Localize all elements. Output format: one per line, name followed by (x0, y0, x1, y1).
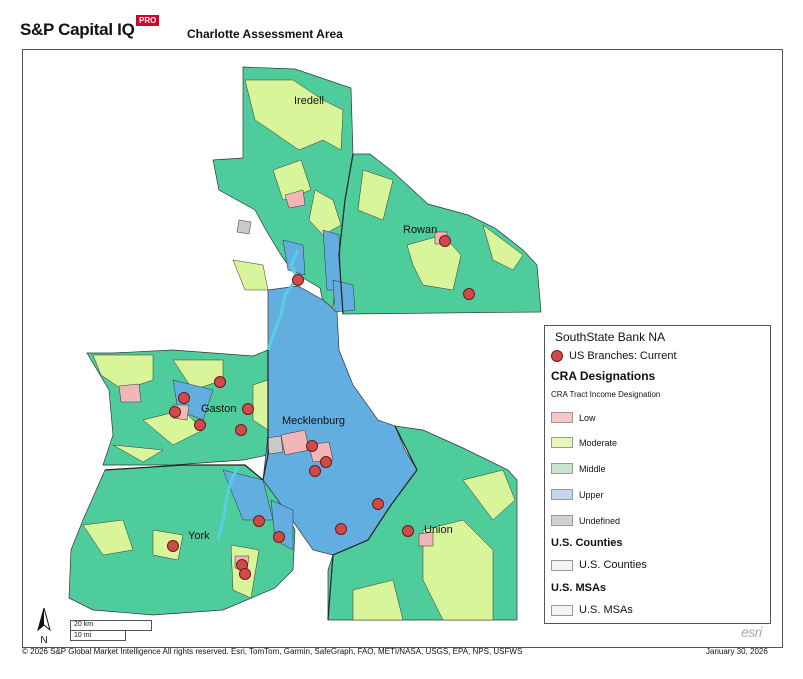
counties-label: U.S. Counties (579, 559, 647, 571)
north-label: N (40, 635, 48, 646)
legend-branches-label: US Branches: Current (569, 350, 677, 362)
moderate-swatch (551, 437, 573, 448)
middle-label: Middle (579, 463, 606, 474)
legend-branches-row: US Branches: Current (551, 350, 677, 362)
upper-swatch (551, 489, 573, 500)
branch-marker-icon (551, 350, 563, 362)
legend-class-low: Low (551, 412, 596, 423)
branch-markers[interactable] (167, 235, 475, 580)
undefined-swatch (551, 515, 573, 526)
map-title: Charlotte Assessment Area (187, 27, 343, 41)
legend-cra-subheading: CRA Tract Income Designation (551, 390, 661, 399)
legend-class-middle: Middle (551, 463, 606, 474)
legend-msas-row: U.S. MSAs (551, 604, 633, 616)
moderate-tracts (82, 79, 524, 621)
scale-bar: 20 km 10 mi (70, 620, 152, 642)
footer-copyright: © 2026 S&P Global Market Intelligence Al… (22, 647, 523, 656)
county-label-mecklenburg: Mecklenburg (282, 415, 345, 427)
msas-swatch (551, 604, 573, 616)
msas-label: U.S. MSAs (579, 604, 633, 616)
undefined-label: Undefined (579, 515, 621, 526)
scale-mi: 10 mi (74, 632, 92, 639)
low-swatch (551, 412, 573, 423)
county-boundaries (104, 153, 418, 621)
footer-date: January 30, 2026 (706, 647, 768, 656)
pro-badge: PRO (136, 15, 160, 26)
legend-class-moderate: Moderate (551, 437, 617, 448)
map-legend: SouthState Bank NA US Branches: Current … (544, 325, 771, 624)
scale-km: 20 km (74, 621, 94, 628)
county-label-union: Union (424, 524, 453, 536)
map-svg[interactable] (23, 50, 782, 647)
legend-counties-row: U.S. Counties (551, 559, 647, 571)
legend-class-undefined: Undefined (551, 515, 620, 526)
legend-msas-heading: U.S. MSAs (551, 582, 607, 594)
lakes (216, 249, 300, 541)
north-arrow-icon: N (37, 606, 51, 646)
legend-class-upper: Upper (551, 489, 604, 500)
county-label-iredell: Iredell (294, 95, 324, 107)
counties-swatch (551, 559, 573, 571)
county-label-york: York (188, 530, 210, 542)
county-label-rowan: Rowan (403, 224, 438, 236)
legend-counties-heading: U.S. Counties (551, 537, 623, 549)
legend-cra-heading: CRA Designations (551, 369, 656, 383)
middle-swatch (551, 463, 573, 474)
legend-title: SouthState Bank NA (555, 330, 666, 344)
esri-logo: esri (741, 624, 762, 640)
brand-logo: S&P Capital IQ (20, 20, 135, 39)
county-label-gaston: Gaston (201, 403, 237, 415)
upper-label: Upper (579, 489, 604, 500)
low-label: Low (579, 412, 596, 423)
moderate-label: Moderate (579, 437, 618, 448)
